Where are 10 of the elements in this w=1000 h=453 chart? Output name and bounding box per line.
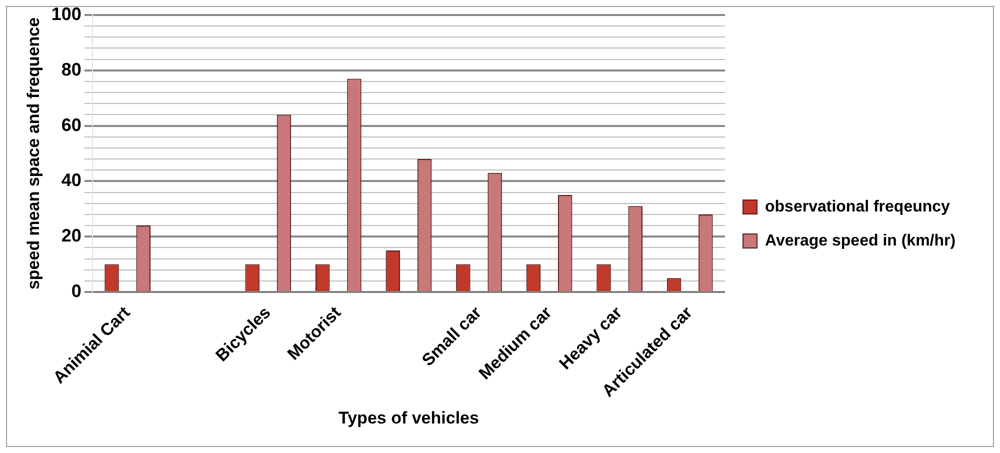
y-tick-label: 100 (51, 4, 82, 24)
y-axis-title: speed mean space and frequence (24, 17, 43, 290)
y-tick-label: 60 (61, 114, 82, 135)
y-tick-label: 40 (61, 170, 82, 190)
y-tick-label: 0 (71, 280, 82, 301)
x-axis-title: Types of vehicles (338, 408, 479, 428)
legend-label: observational freqeuncy (765, 198, 950, 216)
y-tick-label: 20 (61, 226, 82, 246)
y-tick-label: 80 (61, 59, 82, 80)
legend-label: Average speed in (km/hr) (765, 232, 956, 250)
